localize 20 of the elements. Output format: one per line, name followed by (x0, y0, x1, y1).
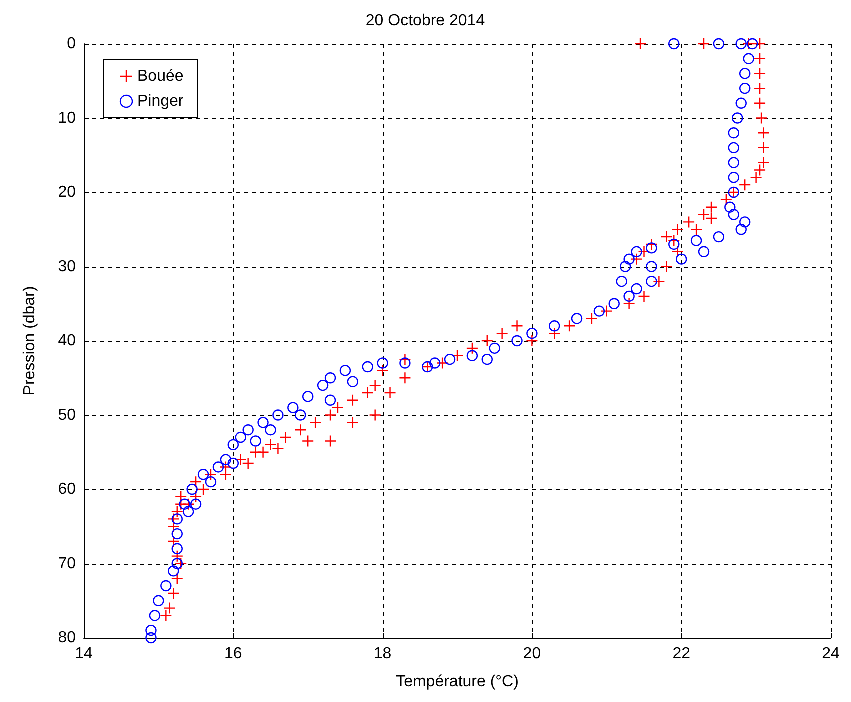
y-axis-title: Pression (dbar) (22, 286, 38, 396)
x-tick-label: 22 (672, 646, 691, 662)
y-tick-label: 40 (58, 332, 76, 350)
x-tick-label: 24 (822, 646, 840, 662)
legend-label: Pinger (138, 93, 184, 110)
x-tick-label: 20 (523, 646, 542, 662)
legend-label: Bouée (138, 68, 184, 85)
x-tick-label: 16 (224, 646, 242, 662)
y-tick-label: 10 (58, 110, 76, 127)
chart-title: 20 Octobre 2014 (366, 12, 486, 30)
y-tick-label: 80 (58, 630, 76, 646)
y-tick-label: 60 (58, 481, 76, 498)
x-tick-label: 18 (374, 646, 392, 662)
y-tick-label: 20 (58, 184, 76, 201)
y-tick-label: 0 (67, 36, 76, 52)
y-tick-label: 30 (58, 258, 76, 276)
x-tick-label: 14 (75, 646, 93, 662)
y-tick-label: 70 (58, 555, 76, 572)
x-axis-title: Température (°C) (396, 674, 519, 690)
y-tick-label: 50 (58, 406, 76, 424)
